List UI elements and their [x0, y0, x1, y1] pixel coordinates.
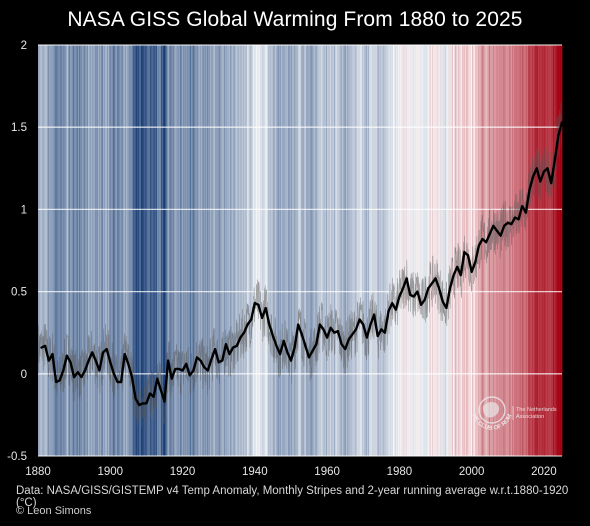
series-layer: [40, 121, 564, 407]
x-tick-label: 1900: [97, 466, 123, 478]
x-tick-label: 1920: [170, 466, 196, 478]
logo-side-text-2: Association: [516, 414, 544, 420]
y-tick-label: 0.5: [11, 287, 27, 299]
y-tick-label: 0: [21, 369, 27, 381]
x-tick-label: 1880: [25, 466, 51, 478]
data-source-caption: Data: NASA/GISS/GISTEMP v4 Temp Anomaly,…: [16, 485, 569, 509]
warming-stripes: [38, 45, 563, 456]
globe-icon: [478, 396, 506, 424]
x-tick-label: 1960: [314, 466, 340, 478]
stripe: [561, 45, 563, 456]
monthly-trace-line: [37, 102, 563, 428]
y-axis-ticks: -0.5 0 0.5 1 1.5 2: [7, 40, 27, 463]
x-tick-label: 2000: [459, 466, 485, 478]
gridlines: [38, 44, 562, 457]
x-tick-label: 2020: [531, 466, 557, 478]
y-tick-label: -0.5: [7, 451, 27, 463]
x-axis-ticks: 1880 1900 1920 1940 1960 1980 2000 2020: [25, 466, 557, 478]
y-tick-label: 2: [21, 40, 27, 52]
x-tick-label: 1980: [387, 466, 413, 478]
y-tick-label: 1: [21, 204, 27, 216]
y-tick-label: 1.5: [11, 122, 27, 134]
chart-title: NASA GISS Global Warming From 1880 to 20…: [67, 8, 523, 31]
logo-side-text-1: The Netherlands: [516, 407, 557, 413]
author-credit: © Leon Simons: [16, 505, 92, 517]
monthly-anomaly-trace: [37, 102, 563, 428]
x-tick-label: 1940: [242, 466, 268, 478]
globe-landmass: [482, 402, 500, 418]
